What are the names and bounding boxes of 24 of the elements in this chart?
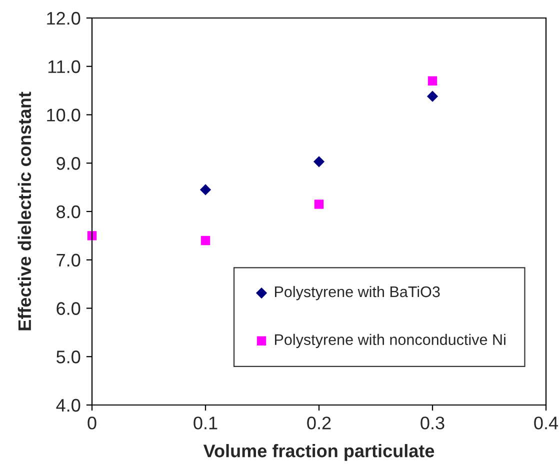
- legend-label: Polystyrene with BaTiO3: [274, 286, 440, 300]
- y-axis-title: Effective dielectric constant: [18, 92, 32, 330]
- y-tick-label: 9.0: [56, 157, 80, 170]
- point: [314, 200, 324, 209]
- y-tick-label: 6.0: [56, 302, 80, 315]
- legend-label: Polystyrene with nonconductive Ni: [274, 334, 506, 348]
- y-tick-label: 12.0: [47, 12, 80, 25]
- x-tick-label: 0.2: [307, 416, 331, 430]
- y-tick-label: 4.0: [56, 398, 80, 412]
- point: [200, 184, 212, 196]
- point: [200, 236, 210, 246]
- x-tick-label: 0.1: [194, 416, 218, 430]
- x-tick-label: 0: [88, 416, 96, 430]
- y-tick-label: 10.0: [47, 108, 80, 122]
- point: [313, 156, 325, 168]
- point: [426, 90, 438, 102]
- y-tick-label: 5.0: [56, 350, 80, 364]
- x-axis-title: Volume fraction particulate: [203, 444, 434, 461]
- x-tick-label: 0.4: [534, 416, 558, 430]
- y-tick-label: 11.0: [48, 60, 80, 74]
- x-tick-label: 0.3: [420, 416, 444, 430]
- point: [428, 76, 438, 86]
- y-tick-label: 7.0: [56, 254, 80, 267]
- y-tick-label: 8.0: [56, 205, 80, 218]
